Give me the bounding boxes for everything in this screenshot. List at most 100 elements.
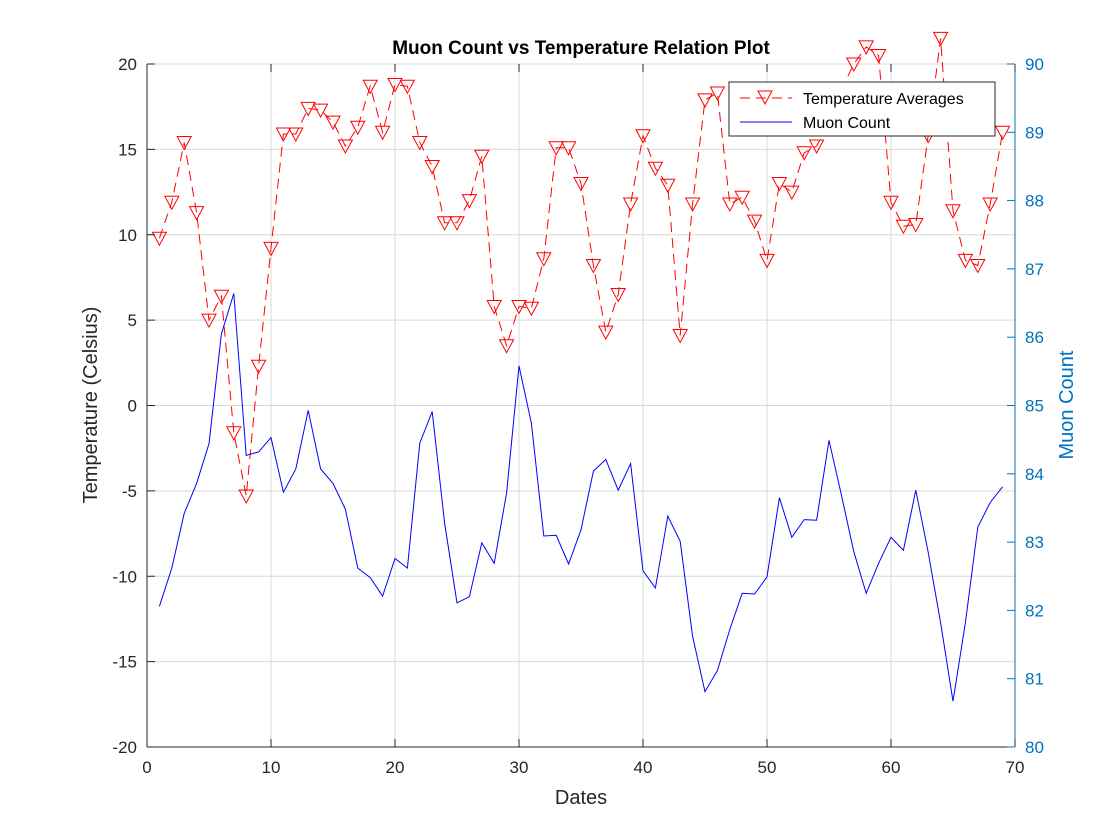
y-tick-left-label: 15 — [118, 140, 137, 159]
temperature-point — [907, 218, 924, 233]
temperature-point — [523, 301, 540, 317]
temperature-point — [560, 141, 577, 156]
temperature-point — [957, 253, 974, 269]
temperature-point — [622, 197, 639, 213]
temperature-point — [635, 129, 651, 144]
temperature-point — [697, 93, 713, 108]
temperature-point — [399, 79, 416, 95]
temperature-point — [746, 214, 763, 230]
series-layer — [151, 31, 1011, 702]
y-tick-right-label: 90 — [1025, 55, 1044, 74]
legend-muon-label: Muon Count — [803, 115, 891, 132]
temperature-point — [411, 136, 428, 151]
temperature-point — [461, 194, 478, 209]
x-tick-label: 40 — [634, 758, 653, 777]
temperature-point — [647, 161, 664, 177]
temperature-point — [709, 86, 726, 102]
temperature-point — [883, 195, 899, 211]
y-tick-left-label: -10 — [112, 567, 137, 586]
temperature-point — [287, 127, 304, 143]
y-axis-left-label: Temperature (Celsius) — [80, 307, 102, 504]
y-axis-right-label: Muon Count — [1056, 350, 1078, 459]
temperature-point — [300, 101, 317, 117]
y-tick-right-label: 89 — [1025, 123, 1044, 142]
y-tick-right-label: 88 — [1025, 192, 1044, 211]
temperature-point — [585, 259, 602, 274]
temperature-point — [238, 489, 255, 505]
temperature-point — [188, 206, 205, 221]
temperature-point — [449, 216, 465, 231]
temperature-point — [684, 197, 701, 213]
x-tick-label: 50 — [758, 758, 777, 777]
x-tick-label: 60 — [882, 758, 901, 777]
legend: Temperature Averages Muon Count — [728, 81, 996, 137]
temperature-point — [845, 57, 862, 73]
temperature-point — [325, 115, 341, 131]
y-tick-left-label: 5 — [128, 311, 137, 330]
temperature-point — [734, 190, 751, 206]
y-tick-right-label: 83 — [1025, 533, 1044, 552]
y-tick-left-label: -5 — [122, 482, 137, 501]
temperature-point — [870, 49, 887, 64]
temperature-point — [597, 325, 614, 341]
y-tick-right-label: 80 — [1025, 738, 1044, 757]
temperature-point — [387, 78, 403, 93]
y-tick-right-label: 87 — [1025, 260, 1044, 279]
temperature-point — [982, 197, 999, 213]
temperature-point — [275, 127, 292, 143]
y-tick-left-label: -20 — [112, 738, 137, 757]
y-tick-right-label: 86 — [1025, 328, 1044, 347]
temperature-point — [610, 288, 627, 303]
temperature-point — [176, 136, 193, 151]
temperature-point — [486, 300, 503, 315]
temperature-point — [759, 253, 775, 269]
temperature-point — [945, 204, 961, 219]
x-axis-label: Dates — [555, 787, 607, 809]
muon-series-line — [158, 293, 1003, 702]
temperature-point — [349, 120, 366, 136]
temperature-point — [498, 339, 515, 354]
temperature-point — [511, 300, 527, 315]
temperature-point — [213, 289, 230, 305]
temperature-point — [895, 219, 912, 235]
temperature-point — [672, 329, 689, 344]
temperature-point — [151, 231, 168, 247]
temperature-point — [263, 241, 279, 257]
x-tick-label: 70 — [1006, 758, 1025, 777]
legend-triangle-marker-icon — [757, 90, 773, 106]
legend-temperature-label: Temperature Averages — [803, 91, 964, 108]
x-tick-label: 0 — [142, 758, 151, 777]
x-tick-label: 10 — [262, 758, 281, 777]
temperature-point — [337, 139, 354, 155]
y-tick-left-label: 0 — [128, 397, 137, 416]
temperature-point — [808, 139, 825, 155]
x-tick-label: 20 — [386, 758, 405, 777]
temperature-point — [858, 40, 875, 55]
y-tick-right-label: 85 — [1025, 397, 1044, 416]
temperature-point — [374, 125, 391, 141]
temperature-point — [932, 31, 949, 47]
temperature-point — [312, 103, 329, 119]
temperature-point — [535, 252, 552, 267]
axes: 0 10 20 30 40 50 60 70 -20 -15 -10 -5 0 5 10 15 20 80 81 82… — [112, 55, 1044, 777]
y-tick-right-label: 84 — [1025, 465, 1044, 484]
temperature-point — [771, 177, 788, 192]
temperature-point — [721, 197, 738, 213]
temperature-point — [969, 259, 986, 274]
temperature-point — [796, 146, 813, 161]
chart-title: Muon Count vs Temperature Relation Plot — [392, 38, 770, 59]
temperature-point — [250, 359, 267, 375]
temperature-point — [994, 125, 1011, 141]
temperature-point — [659, 178, 676, 194]
temperature-point — [436, 216, 453, 231]
x-tick-label: 30 — [510, 758, 529, 777]
y-tick-left-label: -15 — [112, 653, 137, 672]
temperature-point — [225, 426, 242, 441]
y-tick-left-label: 20 — [118, 55, 137, 74]
legend-box — [728, 81, 996, 137]
temperature-point — [424, 160, 441, 175]
temperature-point — [473, 149, 490, 165]
y-tick-right-label: 81 — [1025, 670, 1044, 689]
temperature-point — [362, 79, 379, 95]
